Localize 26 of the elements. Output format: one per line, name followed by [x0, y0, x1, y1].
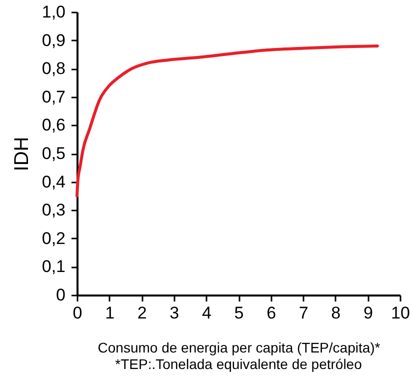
x-tick-label: 8: [331, 304, 341, 322]
y-tick-label: 0,8: [42, 59, 66, 78]
x-tick-label: 2: [137, 304, 147, 322]
x-axis-title: Consumo de energia per capita (TEP/capita)*: [98, 340, 381, 356]
y-tick-label: 1,0: [42, 2, 66, 22]
y-tick-label: 0,5: [42, 144, 66, 163]
y-tick-label: 0: [56, 286, 66, 304]
y-tick-label: 0,6: [42, 116, 66, 135]
y-tick-label: 0,7: [42, 87, 66, 106]
y-tick-label: 0,4: [42, 172, 66, 192]
line-series: [76, 44, 379, 198]
x-tick-label: 0: [72, 304, 82, 322]
text: *TEP:.Tonelada equivalente de petróleo: [115, 356, 362, 372]
y-tick-label: 0,1: [42, 257, 66, 276]
x-tick-label: 3: [170, 304, 180, 322]
x-tick-label: 6: [266, 304, 276, 322]
y-tick-label: 0,9: [42, 30, 66, 50]
x-tick-label: 1: [105, 304, 115, 322]
x-tick-label: 4: [202, 304, 212, 322]
y-axis-title: IDH: [10, 136, 33, 172]
y-tick-label: 0,3: [42, 200, 66, 220]
x-tick-label: 9: [363, 304, 373, 322]
x-tick-label: 7: [298, 304, 308, 322]
x-tick-label: 5: [234, 304, 244, 322]
x-tick-label: 10: [391, 304, 410, 322]
y-tick-label: 0,2: [42, 228, 66, 248]
